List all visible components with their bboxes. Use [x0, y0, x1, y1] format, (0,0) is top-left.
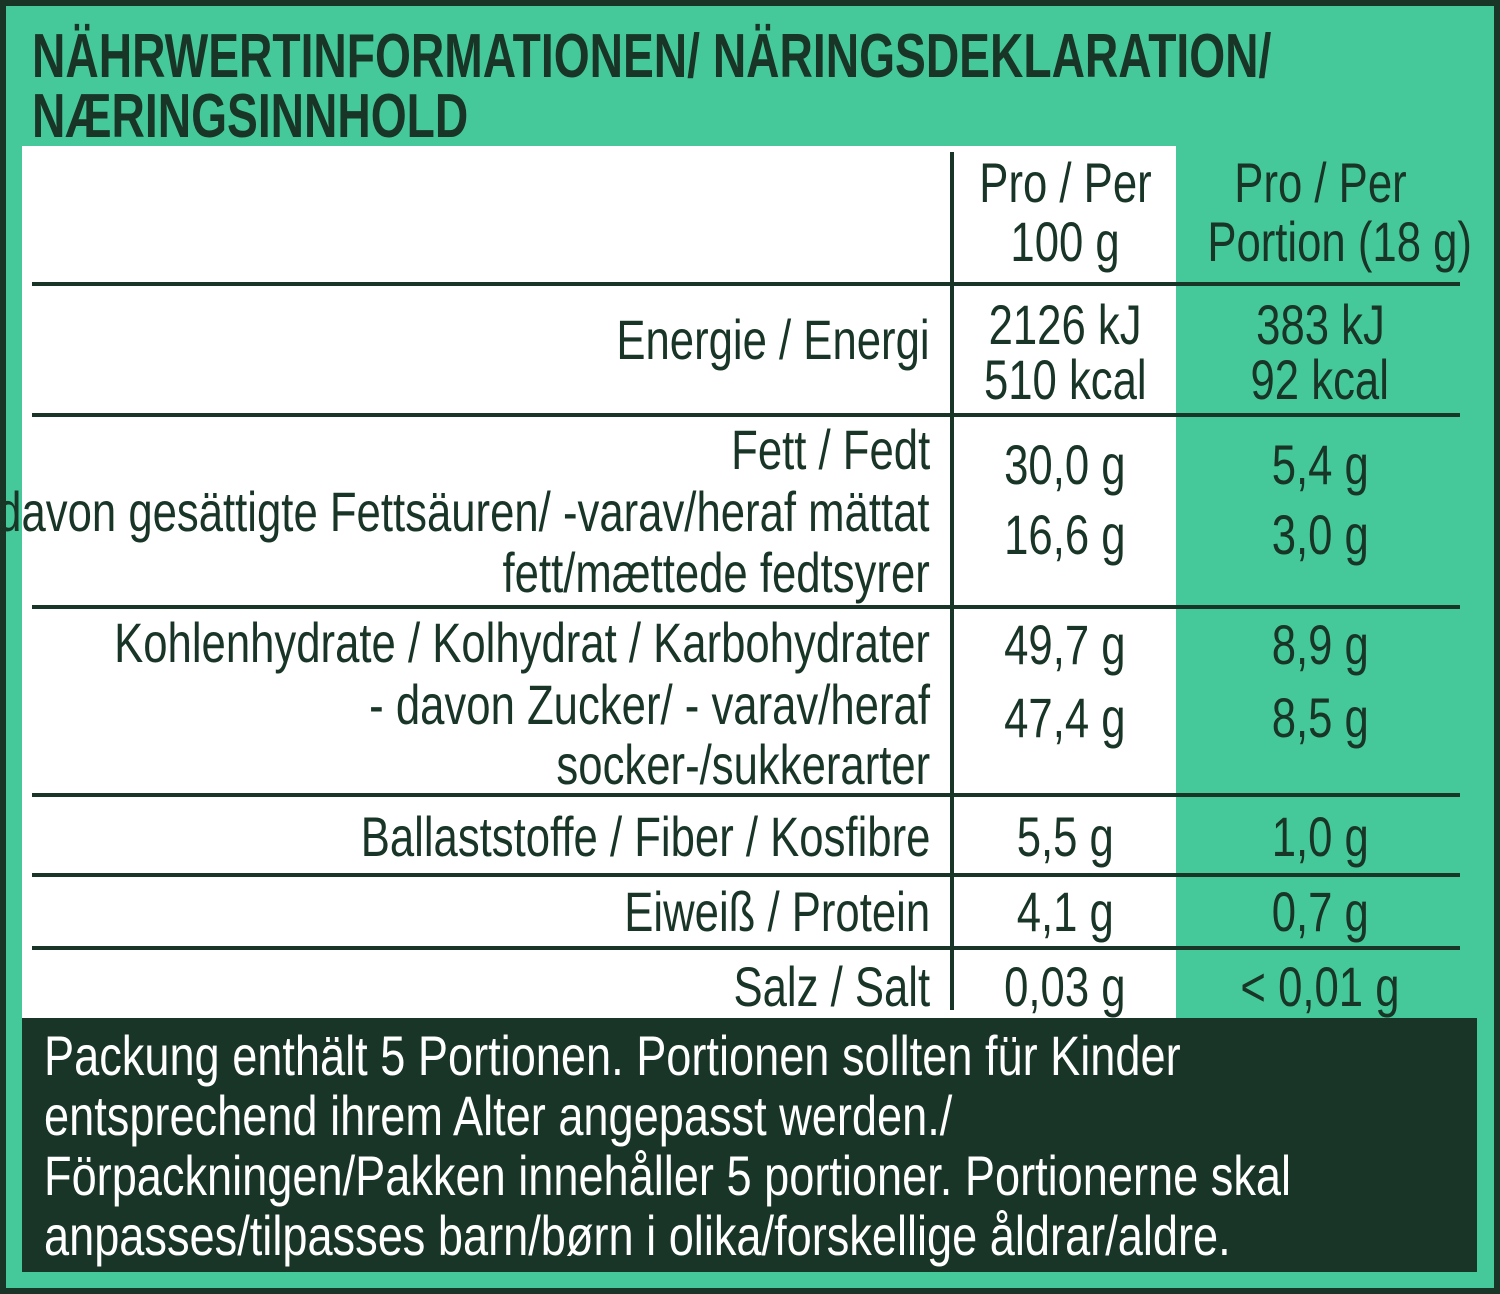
row-label-fat: Fett / Fedt: [730, 418, 930, 481]
row-label-saturated-fat: fett/mættede fedtsyrer: [502, 541, 930, 604]
portion-note-line: Förpackningen/Pakken innehåller 5 portio…: [44, 1144, 1292, 1207]
row-divider: [32, 282, 1460, 286]
row-divider: [32, 413, 1460, 417]
column-divider: [950, 152, 954, 1010]
row-label-protein: Eiweiß / Protein: [624, 880, 930, 943]
value-per100-sugars: 47,4 g: [1004, 686, 1126, 749]
header-per-100g: Pro / Per: [978, 151, 1152, 214]
value-portion-salt: < 0,01 g: [1240, 955, 1400, 1018]
header-per-portion: Pro / Per: [1233, 151, 1407, 214]
value-portion-fat: 5,4 g: [1271, 433, 1369, 496]
value-per100-energy: 510 kcal: [983, 348, 1147, 411]
header-per-portion: Portion (18 g): [1207, 210, 1472, 273]
value-per100-fiber: 5,5 g: [1016, 805, 1114, 868]
value-per100-fat: 30,0 g: [1004, 433, 1126, 496]
value-per100-protein: 4,1 g: [1016, 880, 1114, 943]
portion-note-line: entsprechend ihrem Alter angepasst werde…: [44, 1084, 953, 1147]
row-label-saturated-fat: - davon gesättigte Fettsäuren/ -varav/he…: [0, 480, 930, 543]
row-label-carbohydrates: Kohlenhydrate / Kolhydrat / Karbohydrate…: [114, 611, 930, 674]
row-label-salt: Salz / Salt: [733, 955, 930, 1018]
value-portion-energy: 383 kJ: [1255, 293, 1385, 356]
portion-note-line: Packung enthält 5 Portionen. Portionen s…: [44, 1024, 1181, 1087]
header-per-100g: 100 g: [1010, 210, 1120, 273]
row-divider: [32, 793, 1460, 797]
title-line-1: NÄHRWERTINFORMATIONEN/ NÄRINGSDEKLARATIO…: [32, 22, 1272, 91]
row-label-sugars: - davon Zucker/ - varav/heraf: [369, 673, 930, 736]
row-divider: [32, 873, 1460, 877]
portion-note-line: anpasses/tilpasses barn/børn i olika/for…: [44, 1204, 1231, 1267]
nutrition-table: [22, 146, 1176, 1018]
value-portion-fiber: 1,0 g: [1271, 805, 1369, 868]
row-label-fiber: Ballaststoffe / Fiber / Kosfibre: [360, 805, 930, 868]
value-per100-saturated-fat: 16,6 g: [1004, 503, 1126, 566]
value-per100-salt: 0,03 g: [1004, 955, 1126, 1018]
value-portion-sugars: 8,5 g: [1271, 686, 1369, 749]
value-portion-carbohydrates: 8,9 g: [1271, 613, 1369, 676]
value-portion-saturated-fat: 3,0 g: [1271, 503, 1369, 566]
row-divider: [32, 605, 1460, 609]
value-per100-energy: 2126 kJ: [988, 293, 1142, 356]
value-per100-carbohydrates: 49,7 g: [1004, 613, 1126, 676]
portion-note-box: [22, 1018, 1477, 1272]
row-divider: [32, 946, 1460, 950]
row-label-energy: Energie / Energi: [616, 308, 930, 371]
title-line-2: NÆRINGSINNHOLD: [32, 82, 469, 151]
row-label-sugars: socker-/sukkerarter: [556, 733, 930, 796]
value-portion-protein: 0,7 g: [1271, 880, 1369, 943]
value-portion-energy: 92 kcal: [1250, 348, 1390, 411]
